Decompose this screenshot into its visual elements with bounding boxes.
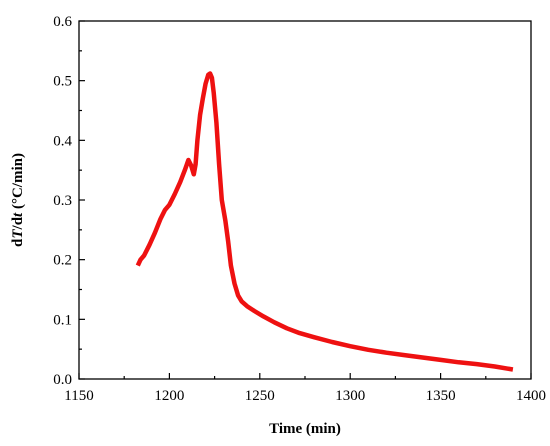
y-tick-label: 0.4 <box>53 133 72 149</box>
y-tick-label: 0.1 <box>53 312 72 328</box>
x-axis-title: Time (min) <box>269 421 341 437</box>
x-tick-label: 1300 <box>335 388 365 404</box>
plot-area <box>78 20 532 380</box>
x-axis: 1150 1200 1250 1300 1350 1400 <box>64 373 546 404</box>
y-tick-label: 0.2 <box>53 253 72 269</box>
y-tick-label: 0.0 <box>53 372 72 388</box>
y-tick-label: 0.5 <box>53 74 72 90</box>
y-axis-title-part: T <box>10 229 26 239</box>
y-tick-label: 0.3 <box>53 193 72 209</box>
y-axis-title: dT/dt (°C/min) <box>10 153 26 247</box>
x-tick-label: 1250 <box>245 388 275 404</box>
x-tick-label: 1200 <box>154 388 184 404</box>
y-axis-title-part: (°C/min) <box>10 153 26 213</box>
x-tick-label: 1400 <box>516 388 546 404</box>
y-axis-title-part: /d <box>10 216 26 230</box>
x-tick-label: 1350 <box>426 388 456 404</box>
y-axis-title-part: t <box>10 212 26 217</box>
plot-frame <box>78 20 532 380</box>
x-tick-label: 1150 <box>64 388 93 404</box>
y-tick-label: 0.6 <box>53 14 72 30</box>
y-axis-title-part: d <box>10 238 26 247</box>
series-layer <box>135 71 514 372</box>
series-line <box>135 71 514 372</box>
y-axis: 0.0 0.1 0.2 0.3 0.4 0.5 0.6 <box>53 14 85 388</box>
